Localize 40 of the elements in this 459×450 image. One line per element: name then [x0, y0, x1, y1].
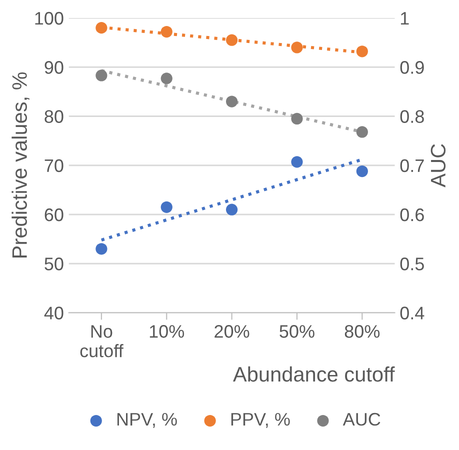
- point: [160, 201, 172, 213]
- x-tick-label: No cutoff: [80, 325, 124, 358]
- y2-tick-label: 0.9: [400, 61, 424, 74]
- point: [160, 26, 172, 38]
- point: [160, 72, 172, 84]
- legend-label: AUC: [342, 412, 380, 426]
- point: [226, 204, 238, 216]
- y2-tick-label: 1: [400, 12, 409, 25]
- legend-label: NPV, %: [117, 412, 177, 428]
- x-tick-label: 50%: [280, 325, 314, 338]
- y-tick-label: 80: [44, 110, 64, 123]
- point: [356, 46, 368, 58]
- point: [96, 70, 108, 82]
- y2-tick-label: 0.4: [400, 306, 424, 320]
- y-tick-label: 50: [44, 258, 64, 270]
- y-axis-title: Predictive values, %: [12, 72, 30, 258]
- point: [226, 96, 238, 108]
- point: [291, 112, 303, 125]
- point: [291, 42, 303, 54]
- point: [356, 165, 368, 178]
- x-tick-label: 80%: [344, 325, 380, 338]
- point: [291, 156, 303, 168]
- y-tick-label: 70: [44, 159, 64, 172]
- x-axis-title: Abundance cutoff: [233, 366, 395, 382]
- y-tick-label: 90: [44, 61, 64, 74]
- point: [96, 243, 108, 255]
- point: [356, 126, 368, 138]
- y-tick-label: 100: [35, 12, 64, 25]
- point: [96, 22, 108, 34]
- y2-tick-label: 0.8: [400, 110, 424, 123]
- y-tick-label: 40: [44, 306, 64, 320]
- y2-axis-title: AUC: [430, 144, 446, 188]
- x-tick-label: 20%: [214, 325, 250, 338]
- y2-tick-label: 0.5: [400, 258, 424, 270]
- y2-tick-label: 0.7: [400, 159, 424, 172]
- point: [226, 34, 238, 46]
- legend-label: PPV, %: [231, 412, 290, 428]
- y2-tick-label: 0.6: [400, 208, 424, 222]
- x-tick-label: 10%: [150, 325, 184, 338]
- y-tick-label: 60: [44, 208, 64, 222]
